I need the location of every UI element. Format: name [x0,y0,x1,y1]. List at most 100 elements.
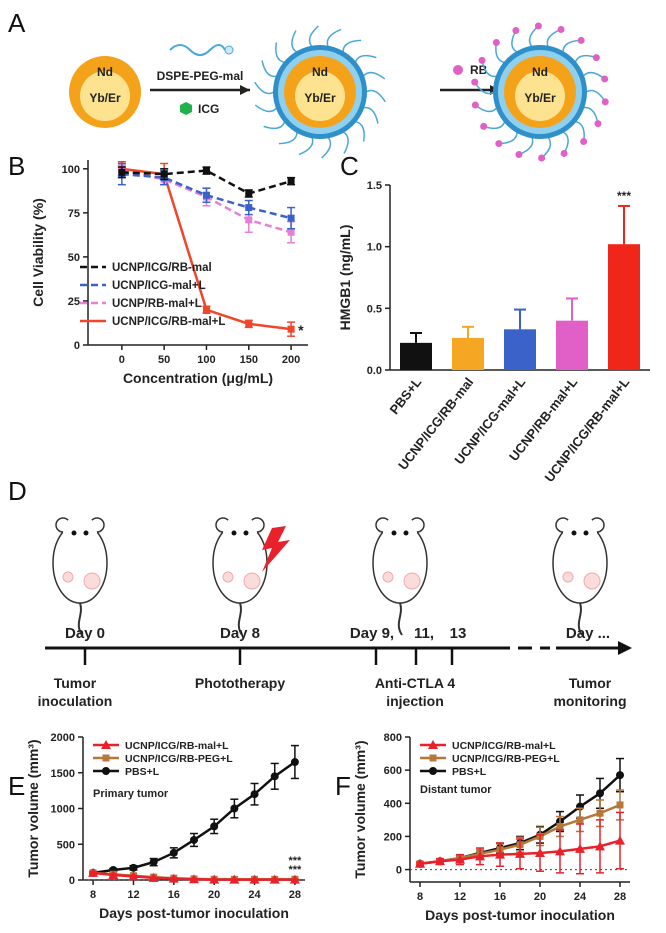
y-tick-label: 800 [384,732,402,744]
rb-dot [577,36,585,44]
y-tick-label: 0 [74,340,80,352]
rb-icon [453,65,463,75]
peg-chain [355,120,365,142]
peg-chain [275,42,285,64]
icg-icon [180,102,192,115]
marker [209,874,220,884]
x-tick-label: 50 [158,354,170,366]
y-tick-label: 100 [62,164,80,176]
rb-dot [471,78,479,86]
x-tick-label: 24 [248,889,261,901]
timeline [45,514,632,655]
x-tick-label: 20 [208,889,220,901]
marker [128,871,139,881]
y-tick-label: 500 [57,839,75,851]
day-label: Day 9, [350,625,394,642]
chart-note: Distant tumor [420,784,492,796]
event-label: Tumor [54,675,97,691]
marker [576,816,584,824]
day-label: Day 0 [65,625,105,642]
x-tick-label: 8 [90,889,96,901]
x-tick-label: 16 [168,889,180,901]
y-tick-label: 1.0 [367,242,382,254]
marker [555,846,565,856]
x-axis-label: Days post-tumor inoculation [99,905,289,921]
marker [287,325,295,333]
marker [429,767,437,775]
rb-dot [478,56,486,64]
event-label: monitoring [553,693,626,709]
marker [210,822,219,831]
marker [148,872,159,882]
y-axis-label: Cell Viability (%) [30,198,46,307]
particle-label: Yb/Er [524,91,556,105]
legend-label: UCNP/ICG-mal+L [112,280,206,292]
significance: *** [288,864,302,876]
marker [169,848,178,857]
y-tick-label: 0 [396,865,402,877]
marker [616,771,624,780]
x-tick-label: 28 [614,891,626,903]
particle-label: Nd [312,65,328,79]
x-axis-label: Concentration (μg/mL) [123,370,273,386]
rb-dot [512,27,520,35]
panel-letter: E [8,771,25,801]
y-axis-label: HMGB1 (ng/mL) [337,225,353,331]
peg-chain [362,71,386,80]
marker [575,843,585,853]
peg-chain [263,121,286,130]
marker [287,228,295,236]
peg-icon [224,45,234,55]
core [515,71,565,121]
arrow-head [618,641,632,655]
marker [149,858,158,867]
x-tick-label: 150 [240,354,258,366]
y-tick-label: 0 [69,875,75,887]
marker [289,874,300,884]
marker [287,214,295,222]
y-tick-label: 75 [68,208,80,220]
step-label: DSPE-PEG-mal [157,69,244,83]
marker [495,849,505,859]
y-tick-label: 0.5 [367,303,382,315]
peg-chain [365,89,386,103]
marker [245,216,253,224]
arrow-head [240,85,250,95]
peg-chain [261,60,277,78]
legend-label: UCNP/ICG/RB-mal+L [452,740,556,752]
marker [270,772,279,781]
event-label: Anti-CTLA 4 [375,675,456,691]
marker [168,873,179,883]
rb-dot [534,22,542,30]
particle-label: Yb/Er [304,91,336,105]
day-label: 13 [450,625,467,642]
step-label: ICG [198,102,219,116]
marker [202,191,210,199]
marker [515,848,525,858]
legend-label: UCNP/RB-mal+L [112,298,202,310]
series-line [92,761,296,875]
peg-icon [169,44,226,56]
panel-letter: F [335,771,351,801]
rb-dot [601,98,609,106]
rb-dot [560,149,568,157]
day-label: Day ... [566,625,610,642]
marker [129,863,138,872]
rb-dot [601,75,609,83]
day-label: 11, [414,625,434,642]
y-tick-label: 2000 [51,732,75,744]
scheme: DSPE-PEG-mal ICG RB [150,44,500,116]
marker [160,170,168,178]
rb-dot [492,38,500,46]
marker [428,740,438,749]
bar [400,342,432,370]
marker [230,804,239,813]
core [295,71,345,121]
marker [250,790,259,799]
marker [190,835,198,844]
legend-label: PBS+L [452,766,487,778]
legend-label: UCNP/ICG/RB-PEG+L [452,753,560,765]
x-tick-label: 200 [282,354,300,366]
peg-chain [342,39,362,53]
x-tick-label: PBS+L [387,375,425,418]
